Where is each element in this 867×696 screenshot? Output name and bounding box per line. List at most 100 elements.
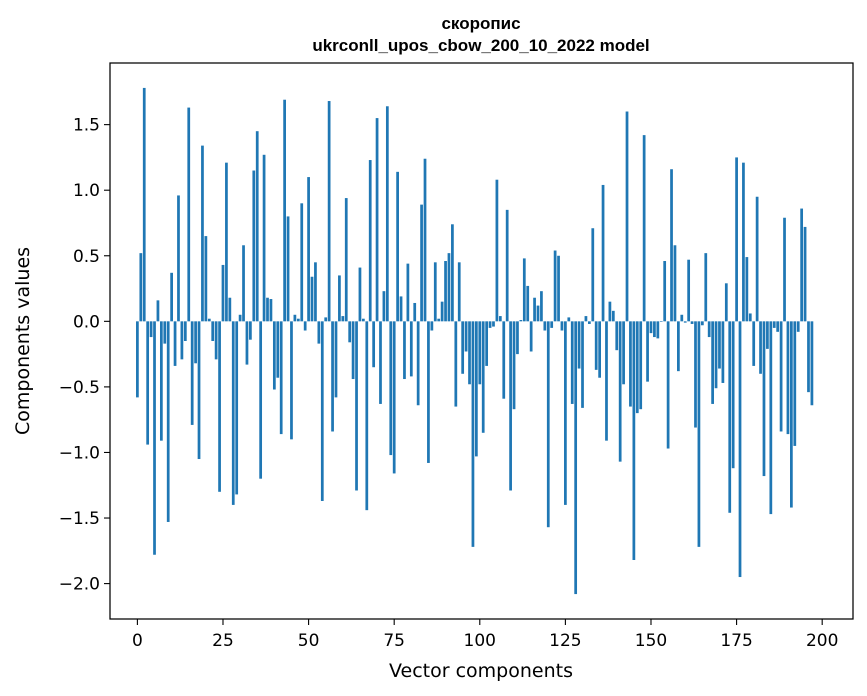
bar-116	[533, 297, 536, 322]
bar-93	[454, 321, 458, 407]
bar-156	[670, 169, 673, 322]
bar-22	[211, 321, 215, 341]
bar-161	[687, 259, 691, 322]
bar-144	[629, 321, 632, 407]
x-tick-label-7: 175	[720, 631, 752, 651]
bar-46	[293, 314, 297, 322]
bar-126	[567, 317, 571, 322]
bar-55	[324, 317, 328, 322]
bar-39	[269, 299, 273, 322]
bar-131	[584, 316, 588, 322]
bar-148	[642, 135, 646, 322]
chart-title-line-2: ukrconll_upos_cbow_200_10_2022 model	[312, 36, 649, 55]
bar-85	[427, 321, 430, 463]
bar-191	[790, 321, 793, 508]
bar-53	[317, 321, 321, 344]
bar-164	[697, 321, 701, 547]
bar-33	[249, 321, 252, 340]
bar-140	[615, 321, 619, 351]
y-tick-label-4: −0.5	[59, 378, 100, 398]
bar-158	[677, 321, 680, 372]
bar-112	[519, 320, 523, 322]
bar-192	[793, 321, 797, 446]
bar-123	[557, 255, 560, 322]
bar-65	[358, 267, 362, 322]
bar-141	[618, 321, 622, 462]
bar-175	[735, 157, 738, 322]
x-tick-label-8: 200	[806, 631, 838, 651]
bar-58	[334, 321, 338, 398]
bar-105	[495, 179, 499, 322]
bar-136	[601, 184, 605, 322]
bar-111	[516, 321, 519, 355]
bar-41	[276, 321, 280, 378]
bar-73	[385, 106, 389, 322]
bar-132	[587, 321, 591, 324]
bar-26	[225, 162, 228, 322]
bar-193	[796, 321, 800, 332]
bar-125	[564, 321, 567, 505]
bar-75	[392, 321, 396, 474]
bar-186	[772, 321, 776, 328]
bar-5	[153, 321, 156, 555]
bar-115	[529, 321, 533, 352]
bar-63	[351, 321, 355, 380]
bar-122	[553, 250, 557, 322]
bar-52	[314, 262, 317, 322]
bar-24	[218, 321, 221, 492]
bar-35	[255, 131, 259, 322]
bar-103	[488, 321, 492, 328]
bar-1	[139, 253, 143, 322]
bar-83	[420, 204, 423, 322]
bar-30	[238, 314, 242, 322]
bar-95	[461, 321, 465, 374]
bar-135	[598, 321, 601, 378]
bar-78	[403, 321, 406, 380]
bar-163	[694, 321, 697, 428]
bar-184	[766, 321, 769, 349]
bar-37	[262, 154, 266, 322]
bar-82	[416, 321, 420, 406]
bar-121	[550, 321, 554, 328]
bar-104	[492, 321, 495, 327]
bar-10	[170, 272, 173, 322]
x-axis-ticks: 0 25 50 75 100 125 150 175 200	[132, 619, 838, 651]
bar-64	[355, 321, 358, 491]
y-tick-label-3: 0.0	[73, 312, 100, 332]
bar-145	[632, 321, 636, 560]
bar-71	[379, 321, 382, 404]
bar-189	[783, 217, 786, 322]
bar-181	[755, 196, 759, 322]
bar-50	[307, 177, 310, 322]
x-axis-label: Vector components	[389, 660, 573, 682]
bar-31	[242, 245, 245, 322]
bar-94	[457, 262, 461, 322]
bar-137	[605, 321, 608, 441]
bar-86	[430, 321, 434, 331]
bar-152	[656, 321, 660, 339]
y-tick-label-2: 0.5	[73, 247, 100, 267]
bar-84	[423, 158, 427, 322]
bar-7	[159, 321, 163, 441]
bar-155	[666, 321, 670, 449]
bar-182	[759, 321, 762, 374]
bar-60	[341, 316, 345, 322]
bar-18	[197, 321, 201, 460]
bar-180	[752, 321, 756, 366]
bars-group	[136, 87, 814, 595]
bar-133	[591, 228, 595, 322]
bar-169	[714, 321, 718, 389]
bar-102	[485, 321, 489, 366]
bar-90	[444, 261, 447, 322]
bar-19	[201, 145, 204, 322]
bar-0	[136, 321, 139, 398]
bar-157	[673, 245, 677, 322]
bar-70	[375, 118, 379, 322]
bar-165	[700, 321, 704, 326]
chart-title-line-1: скоропис	[441, 14, 520, 33]
bar-17	[194, 321, 197, 364]
y-tick-label-6: −1.5	[59, 509, 100, 529]
bar-100	[478, 321, 482, 385]
